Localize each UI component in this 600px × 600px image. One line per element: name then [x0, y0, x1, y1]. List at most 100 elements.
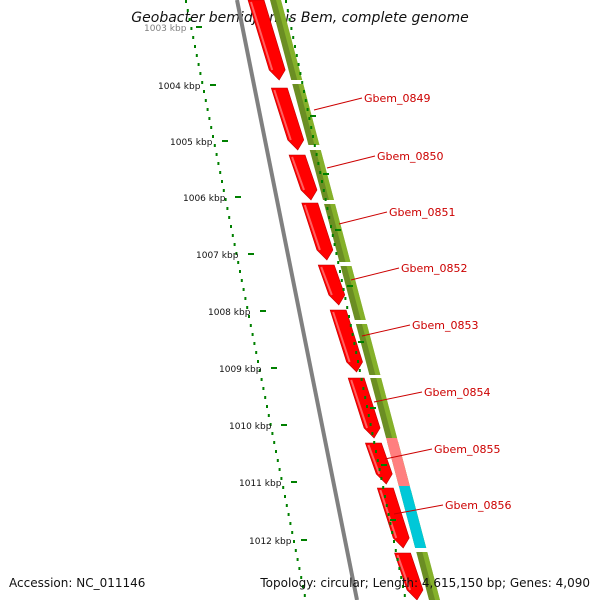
rim-dot	[285, 0, 287, 3]
scale-dot	[251, 333, 254, 336]
rim-dot	[344, 297, 347, 300]
scale-dot	[197, 63, 200, 66]
pink-segment	[386, 438, 410, 486]
scale-dot	[280, 477, 283, 480]
kbp-label: 1008 kbp	[208, 308, 251, 318]
rim-dot	[330, 225, 332, 228]
cyan-segment	[398, 486, 427, 548]
scale-dot	[260, 378, 263, 381]
scale-dot	[273, 441, 276, 444]
scale-dot	[244, 297, 247, 300]
rim-dot	[358, 369, 361, 372]
rim-dot	[384, 495, 386, 498]
rim-dot	[362, 387, 365, 390]
scale-dot	[291, 531, 294, 534]
scale-dot	[240, 279, 243, 282]
gene-leader-line	[338, 211, 388, 225]
gc-segment-light	[276, 0, 303, 80]
rim-dot	[342, 288, 345, 291]
kbp-label: 1007 kbp	[196, 251, 239, 261]
rim-dot	[364, 396, 367, 399]
scale-dot	[248, 315, 250, 318]
rim-dot	[313, 144, 316, 147]
rim-dot	[335, 252, 338, 255]
kbp-tick	[210, 84, 216, 86]
scale-dot	[249, 324, 252, 327]
kbp-label: 1006 kbp	[183, 194, 226, 204]
kbp-label: 1012 kbp	[249, 537, 292, 547]
rim-dot	[317, 162, 320, 165]
scale-dot	[208, 117, 211, 120]
scale-dot	[302, 585, 304, 588]
scale-dot	[278, 468, 281, 471]
rim-dot	[299, 72, 302, 75]
scale-dot	[275, 450, 277, 453]
cds-arrow-gloss	[303, 204, 321, 251]
cds-arrow-gloss	[396, 554, 411, 591]
gene-leader-line	[373, 391, 423, 403]
scale-dot	[201, 81, 204, 84]
gc-segment-light	[361, 324, 381, 375]
rim-dot	[295, 54, 298, 57]
rim-dot	[319, 171, 322, 174]
rim-dot	[308, 117, 311, 120]
scale-dot	[237, 261, 240, 264]
rim-dot	[403, 594, 406, 597]
rim-tick	[310, 115, 316, 117]
scale-dot	[217, 162, 220, 165]
backbone-track	[235, 0, 359, 600]
rim-dot	[357, 360, 359, 363]
kbp-label: 1011 kbp	[239, 479, 282, 489]
rim-dot	[294, 45, 296, 48]
rim-dot	[306, 108, 309, 111]
scale-dot	[242, 288, 245, 291]
scale-dot	[239, 270, 241, 273]
scale-dot	[233, 243, 236, 246]
scale-dot	[264, 396, 267, 399]
rim-dot	[369, 423, 372, 426]
rim-dot	[303, 90, 305, 93]
rim-dot	[292, 36, 295, 39]
rim-dot	[337, 261, 340, 264]
scale-dot	[231, 234, 234, 237]
accession-text: Accession: NC_011146	[9, 576, 146, 590]
rim-dot	[378, 468, 381, 471]
kbp-tick	[281, 424, 287, 426]
scale-dot	[271, 432, 274, 435]
gene-labels: Gbem_0849 Gbem_0850 Gbem_0851 Gbem_0852 Gbem…	[310, 92, 511, 521]
scale-dot	[269, 423, 272, 426]
scale-dot	[289, 522, 292, 525]
rim-dot	[398, 567, 401, 570]
scale-dot	[210, 126, 213, 129]
rim-dot	[312, 135, 314, 138]
scale-dot	[255, 351, 258, 354]
scale-dot	[194, 45, 196, 48]
rim-dot	[348, 315, 350, 318]
kbp-tick	[248, 253, 254, 255]
rim-dot	[382, 486, 385, 489]
rim-dot	[387, 513, 390, 516]
scale-dot	[190, 27, 193, 30]
rim-dot	[290, 27, 293, 30]
scale-dot	[257, 360, 259, 363]
rim-dot	[326, 207, 329, 210]
rim-tick	[323, 173, 329, 175]
rim-dot	[340, 279, 343, 282]
rim-dot	[373, 441, 376, 444]
scale-dot	[293, 540, 295, 543]
rim-dot	[385, 504, 388, 507]
scale-dot	[235, 252, 238, 255]
rim-dot	[349, 324, 352, 327]
gene-label-text: Gbem_0849	[364, 92, 430, 105]
kbp-label: 1009 kbp	[219, 365, 262, 375]
gene-leader-line	[350, 267, 400, 281]
gene-label-text: Gbem_0852	[401, 262, 467, 275]
scale-dot	[253, 342, 256, 345]
kbp-label: 1010 kbp	[229, 422, 272, 432]
scale-dot	[212, 135, 214, 138]
genome-summary-text: Topology: circular; Length: 4,615,150 bp…	[260, 576, 590, 590]
scale-dot	[224, 198, 227, 201]
rim-tick	[335, 229, 341, 231]
gc-segment-light	[376, 378, 398, 438]
